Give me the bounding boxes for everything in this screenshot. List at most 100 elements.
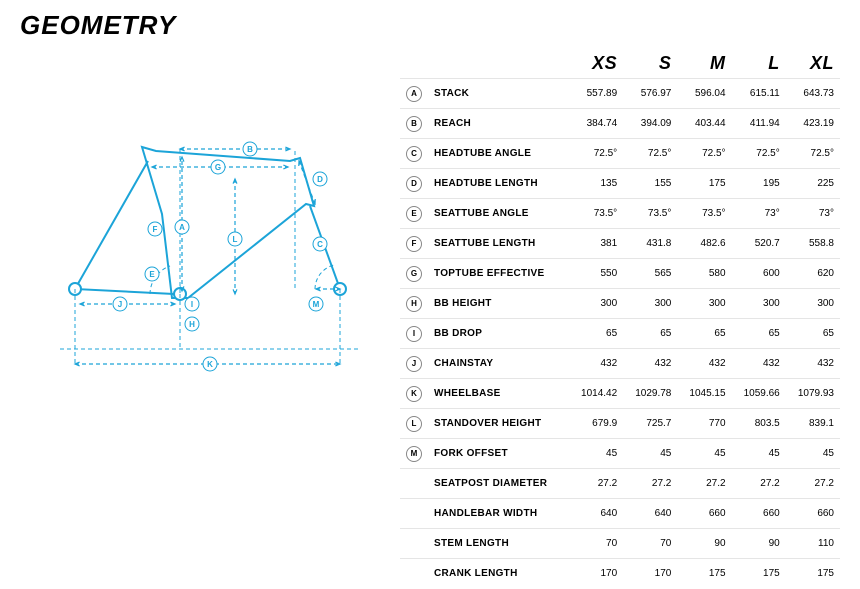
metric-letter-cell: K bbox=[400, 379, 428, 409]
metric-value: 394.09 bbox=[623, 109, 677, 139]
metric-letter-badge: C bbox=[406, 146, 422, 162]
metric-letter-cell: L bbox=[400, 409, 428, 439]
metric-value: 615.11 bbox=[732, 79, 786, 109]
metric-value: 803.5 bbox=[732, 409, 786, 439]
metric-letter-cell bbox=[400, 559, 428, 589]
svg-text:J: J bbox=[118, 300, 122, 309]
metric-value: 65 bbox=[732, 319, 786, 349]
metric-value: 432 bbox=[623, 349, 677, 379]
metric-value: 432 bbox=[569, 349, 623, 379]
size-header: M bbox=[677, 49, 731, 79]
metric-letter-badge: A bbox=[406, 86, 422, 102]
metric-value: 1059.66 bbox=[732, 379, 786, 409]
table-row: CRANK LENGTH170170175175175 bbox=[400, 559, 840, 589]
metric-value: 45 bbox=[732, 439, 786, 469]
svg-text:F: F bbox=[153, 225, 158, 234]
metric-letter-cell bbox=[400, 529, 428, 559]
metric-name: STEM LENGTH bbox=[428, 529, 569, 559]
metric-value: 65 bbox=[569, 319, 623, 349]
metric-value: 70 bbox=[569, 529, 623, 559]
metric-value: 70 bbox=[623, 529, 677, 559]
table-row: KWHEELBASE1014.421029.781045.151059.6610… bbox=[400, 379, 840, 409]
table-row: BREACH384.74394.09403.44411.94423.19 bbox=[400, 109, 840, 139]
metric-name: STACK bbox=[428, 79, 569, 109]
metric-value: 175 bbox=[786, 559, 840, 589]
metric-value: 1014.42 bbox=[569, 379, 623, 409]
svg-text:L: L bbox=[233, 235, 238, 244]
metric-value: 300 bbox=[732, 289, 786, 319]
svg-text:E: E bbox=[149, 270, 155, 279]
metric-letter-badge: F bbox=[406, 236, 422, 252]
metric-value: 45 bbox=[677, 439, 731, 469]
table-panel: XSSMLXL ASTACK557.89576.97596.04615.1164… bbox=[400, 49, 840, 589]
table-row: FSEATTUBE LENGTH381431.8482.6520.7558.8 bbox=[400, 229, 840, 259]
metric-value: 596.04 bbox=[677, 79, 731, 109]
metric-letter-badge: D bbox=[406, 176, 422, 192]
metric-value: 72.5° bbox=[677, 139, 731, 169]
metric-value: 432 bbox=[732, 349, 786, 379]
table-row: CHEADTUBE ANGLE72.5°72.5°72.5°72.5°72.5° bbox=[400, 139, 840, 169]
metric-value: 72.5° bbox=[623, 139, 677, 169]
metric-value: 384.74 bbox=[569, 109, 623, 139]
metric-value: 45 bbox=[786, 439, 840, 469]
metric-value: 620 bbox=[786, 259, 840, 289]
metric-value: 1029.78 bbox=[623, 379, 677, 409]
metric-name: REACH bbox=[428, 109, 569, 139]
metric-value: 520.7 bbox=[732, 229, 786, 259]
metric-value: 27.2 bbox=[623, 469, 677, 499]
metric-value: 431.8 bbox=[623, 229, 677, 259]
metric-value: 643.73 bbox=[786, 79, 840, 109]
metric-name: BB HEIGHT bbox=[428, 289, 569, 319]
metric-value: 170 bbox=[569, 559, 623, 589]
page-title: GEOMETRY bbox=[20, 10, 840, 41]
metric-value: 135 bbox=[569, 169, 623, 199]
metric-value: 27.2 bbox=[732, 469, 786, 499]
metric-value: 403.44 bbox=[677, 109, 731, 139]
table-row: GTOPTUBE EFFECTIVE550565580600620 bbox=[400, 259, 840, 289]
metric-value: 73° bbox=[786, 199, 840, 229]
content-container: ABCDEFGHIJKLM XSSMLXL ASTACK557.89576.97… bbox=[20, 49, 840, 589]
size-header: L bbox=[732, 49, 786, 79]
table-row: LSTANDOVER HEIGHT679.9725.7770803.5839.1 bbox=[400, 409, 840, 439]
metric-letter-badge: I bbox=[406, 326, 422, 342]
metric-value: 225 bbox=[786, 169, 840, 199]
metric-value: 640 bbox=[623, 499, 677, 529]
metric-value: 1045.15 bbox=[677, 379, 731, 409]
metric-value: 576.97 bbox=[623, 79, 677, 109]
metric-letter-cell: M bbox=[400, 439, 428, 469]
metric-letter-cell: D bbox=[400, 169, 428, 199]
metric-value: 839.1 bbox=[786, 409, 840, 439]
diagram-panel: ABCDEFGHIJKLM bbox=[20, 49, 400, 589]
table-row: SEATPOST DIAMETER27.227.227.227.227.2 bbox=[400, 469, 840, 499]
metric-value: 600 bbox=[732, 259, 786, 289]
metric-value: 27.2 bbox=[677, 469, 731, 499]
metric-name: SEATTUBE ANGLE bbox=[428, 199, 569, 229]
svg-text:K: K bbox=[207, 360, 213, 369]
metric-value: 155 bbox=[623, 169, 677, 199]
svg-text:M: M bbox=[313, 300, 320, 309]
metric-letter-cell: F bbox=[400, 229, 428, 259]
table-row: ASTACK557.89576.97596.04615.11643.73 bbox=[400, 79, 840, 109]
metric-letter-badge: H bbox=[406, 296, 422, 312]
metric-value: 90 bbox=[732, 529, 786, 559]
metric-value: 175 bbox=[677, 169, 731, 199]
geometry-diagram: ABCDEFGHIJKLM bbox=[20, 79, 380, 389]
metric-value: 300 bbox=[677, 289, 731, 319]
metric-letter-badge: M bbox=[406, 446, 422, 462]
metric-value: 110 bbox=[786, 529, 840, 559]
metric-value: 65 bbox=[677, 319, 731, 349]
metric-value: 72.5° bbox=[569, 139, 623, 169]
svg-text:H: H bbox=[189, 320, 195, 329]
metric-letter-badge: K bbox=[406, 386, 422, 402]
table-row: ESEATTUBE ANGLE73.5°73.5°73.5°73°73° bbox=[400, 199, 840, 229]
svg-text:B: B bbox=[247, 145, 253, 154]
table-row: JCHAINSTAY432432432432432 bbox=[400, 349, 840, 379]
metric-value: 679.9 bbox=[569, 409, 623, 439]
metric-value: 175 bbox=[677, 559, 731, 589]
metric-letter-cell: J bbox=[400, 349, 428, 379]
metric-name: TOPTUBE EFFECTIVE bbox=[428, 259, 569, 289]
metric-value: 27.2 bbox=[569, 469, 623, 499]
metric-letter-cell: A bbox=[400, 79, 428, 109]
table-row: IBB DROP6565656565 bbox=[400, 319, 840, 349]
metric-value: 73.5° bbox=[677, 199, 731, 229]
